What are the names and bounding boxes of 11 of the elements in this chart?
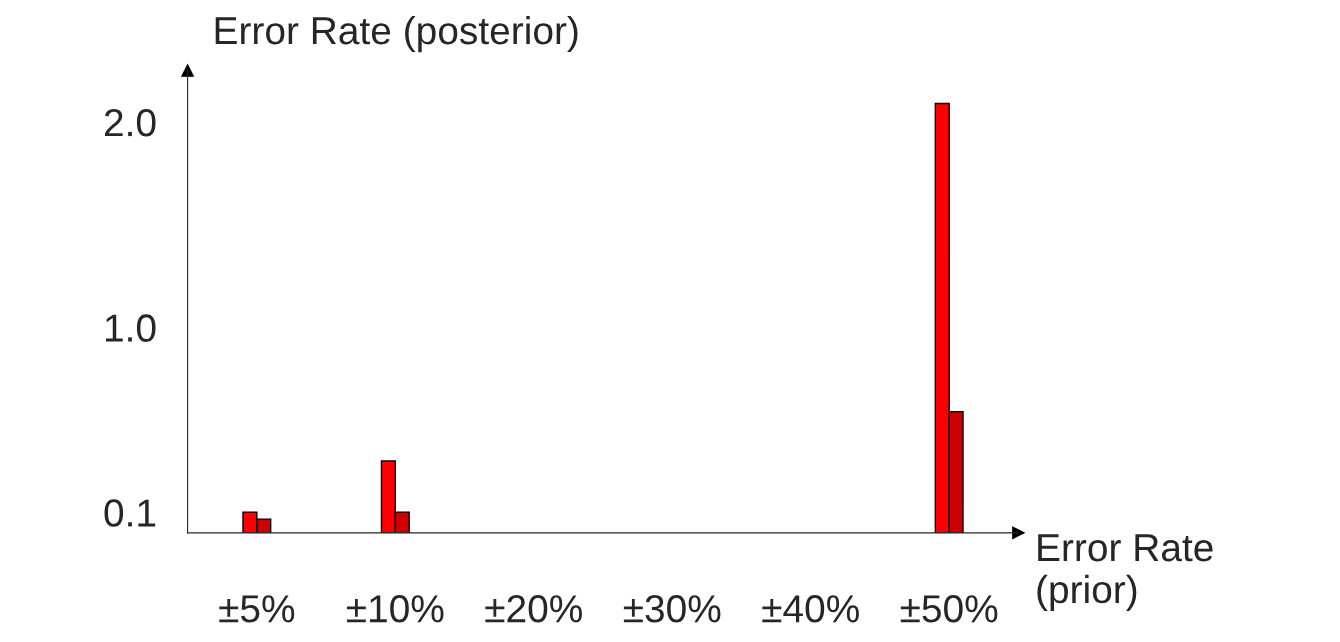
y-tick-label: 0.1	[104, 499, 156, 527]
y-axis-title: Error Rate (posterior)	[215, 15, 578, 53]
y-tick-label: 2.0	[104, 108, 156, 137]
x-tick-label: ±20%	[485, 595, 582, 623]
x-tick-label: ±40%	[762, 595, 859, 623]
x-tick-label: ±5%	[219, 595, 295, 623]
x-tick-label: ±10%	[346, 595, 444, 623]
x-axis-title: Error Rate (prior)	[1037, 534, 1213, 611]
x-tick-label: ±50%	[900, 595, 998, 623]
y-tick-label: 1.0	[105, 314, 156, 342]
x-tick-label: ±30%	[623, 595, 721, 623]
